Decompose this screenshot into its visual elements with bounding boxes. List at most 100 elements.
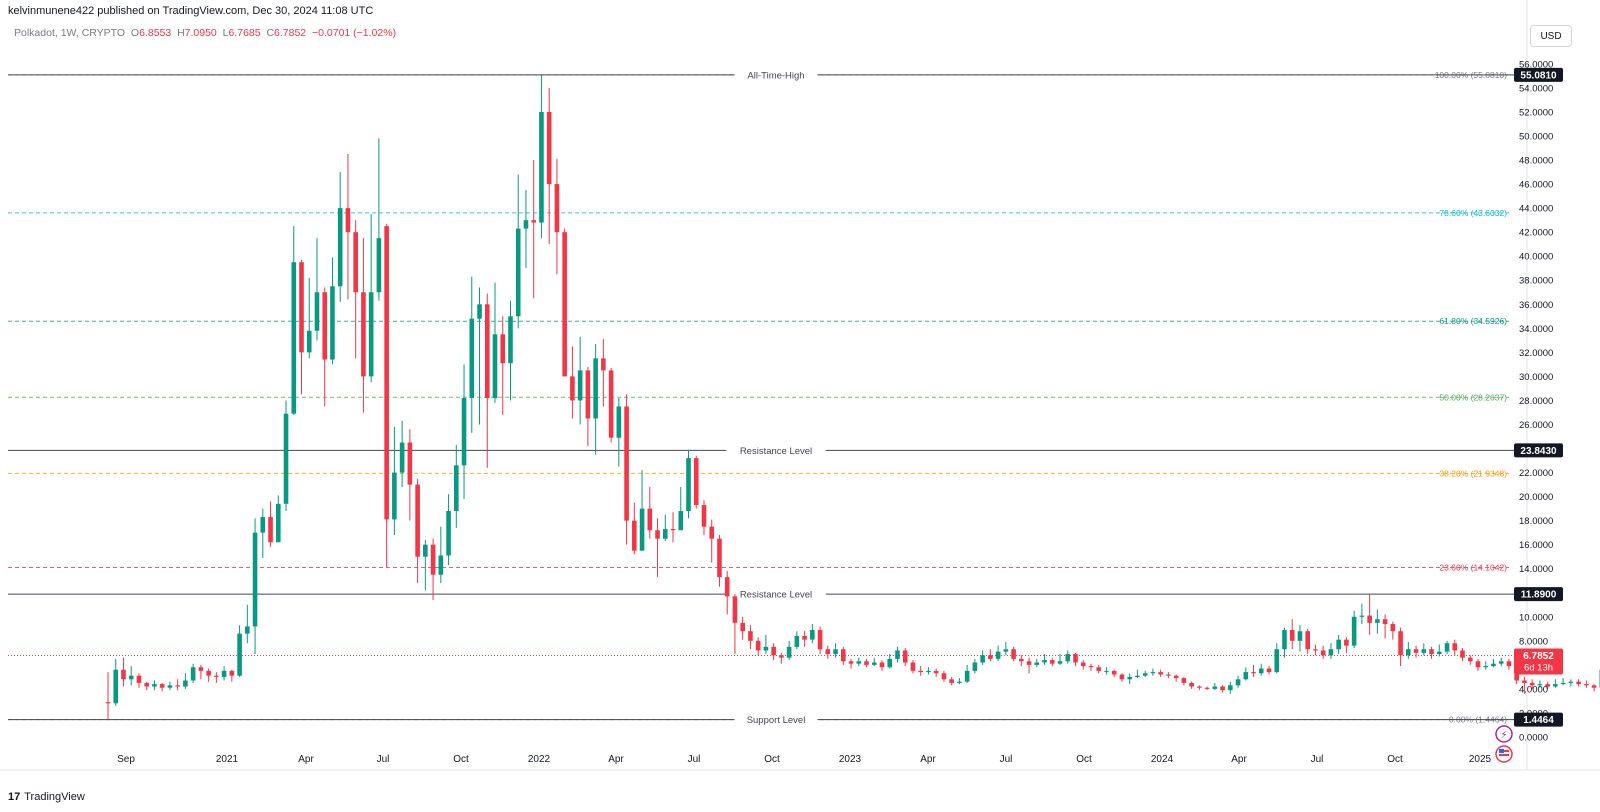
candle — [121, 657, 126, 687]
candle-body — [283, 413, 289, 504]
candle — [1204, 686, 1210, 691]
candle-body — [531, 220, 536, 223]
candle-body — [701, 505, 707, 527]
svg-text:⚡: ⚡ — [1500, 730, 1507, 741]
us-flag-icon[interactable] — [1495, 745, 1513, 763]
candle — [608, 367, 614, 443]
candle — [848, 658, 854, 669]
candle — [546, 87, 552, 245]
candle-body — [198, 667, 204, 671]
y-tick-label: 18.0000 — [1519, 516, 1553, 527]
tradingview-brand[interactable]: TradingView — [24, 791, 85, 803]
candle-body — [399, 442, 405, 473]
y-tick-label: 26.0000 — [1519, 420, 1553, 431]
symbol-name[interactable]: Polkadot, 1W, CRYPTO — [14, 27, 126, 39]
candle — [1034, 658, 1040, 668]
y-tick-label: 54.0000 — [1519, 83, 1553, 94]
candle — [1522, 676, 1527, 694]
candle — [477, 287, 482, 425]
horizontal-levels: All-Time-High Resistance Level Resistance … — [8, 68, 1527, 726]
candle-body — [136, 675, 142, 683]
x-tick-label: 2021 — [216, 754, 239, 765]
candle — [871, 657, 877, 667]
candle-body — [786, 646, 792, 658]
candle-body — [306, 330, 312, 353]
candle — [933, 668, 939, 677]
candle-body — [1320, 650, 1326, 656]
candle — [361, 238, 366, 413]
candle-body — [895, 650, 900, 659]
y-tick-label: 48.0000 — [1519, 156, 1553, 167]
candle — [1537, 680, 1543, 688]
candle — [446, 494, 451, 566]
candle-body — [957, 681, 962, 683]
price-badge-label: 1.4464 — [1523, 715, 1554, 726]
candle-body — [221, 670, 227, 677]
candle-body — [508, 316, 513, 364]
candle — [670, 512, 676, 543]
ohlc-legend: Polkadot, 1W, CRYPTO O6.8553 H7.0950 L6.… — [14, 27, 396, 39]
candle-body — [1576, 681, 1581, 685]
candle — [593, 343, 598, 455]
candle-body — [415, 484, 420, 557]
candle — [554, 158, 560, 275]
candle-body — [926, 670, 931, 673]
y-tick-label: 44.0000 — [1519, 204, 1553, 215]
currency-button[interactable]: USD — [1530, 25, 1572, 47]
x-tick-label: 2024 — [1151, 754, 1174, 765]
candle-body — [1313, 649, 1318, 651]
y-tick-label: 46.0000 — [1519, 180, 1553, 191]
candle-body — [1460, 650, 1465, 658]
x-tick-label: 2025 — [1469, 754, 1492, 765]
candle — [523, 190, 529, 269]
candle — [314, 238, 320, 341]
candle-body — [105, 702, 111, 704]
candle — [1042, 654, 1047, 665]
candle — [214, 672, 219, 683]
lightning-icon[interactable]: ⚡ — [1495, 725, 1513, 743]
candle-body — [152, 684, 157, 687]
candle-body — [515, 228, 521, 317]
candle-body — [268, 517, 273, 543]
candle-body — [1553, 684, 1558, 687]
candle-body — [771, 646, 776, 656]
candle — [755, 637, 761, 656]
price-badge-label: 55.0810 — [1520, 70, 1557, 81]
candle-body — [1243, 672, 1249, 680]
tradingview-logo-icon[interactable]: 17 — [8, 791, 21, 803]
candle — [1305, 628, 1310, 655]
level-label: Support Level — [747, 715, 806, 726]
candle — [1127, 673, 1132, 685]
candle — [260, 508, 266, 558]
candle-body — [1042, 660, 1047, 663]
candle-body — [1189, 682, 1194, 687]
candle — [1491, 658, 1496, 668]
candle — [693, 455, 699, 509]
candle-body — [1452, 643, 1458, 651]
candle — [423, 539, 428, 591]
candle-body — [693, 458, 699, 506]
candle — [1119, 673, 1125, 682]
candle — [1584, 680, 1589, 688]
price-badge — [1514, 67, 1563, 82]
candle-body — [841, 649, 846, 662]
candle-body — [1282, 630, 1287, 650]
candle-body — [1406, 649, 1411, 656]
candle — [237, 625, 242, 677]
candle-body — [740, 622, 745, 632]
candle-body — [1467, 657, 1473, 662]
level-label-bg — [734, 68, 818, 81]
candle-body — [1065, 654, 1071, 662]
candle — [105, 672, 111, 719]
x-tick-label: Oct — [1387, 754, 1403, 765]
candle — [616, 398, 622, 467]
candle-body — [252, 532, 258, 627]
candle-body — [229, 670, 235, 676]
price-badge-label: 11.8900 — [1521, 590, 1557, 601]
candle — [647, 486, 653, 539]
candle — [1351, 610, 1357, 649]
candle-body — [655, 530, 660, 539]
candle-body — [376, 238, 382, 293]
candle — [1073, 652, 1078, 667]
